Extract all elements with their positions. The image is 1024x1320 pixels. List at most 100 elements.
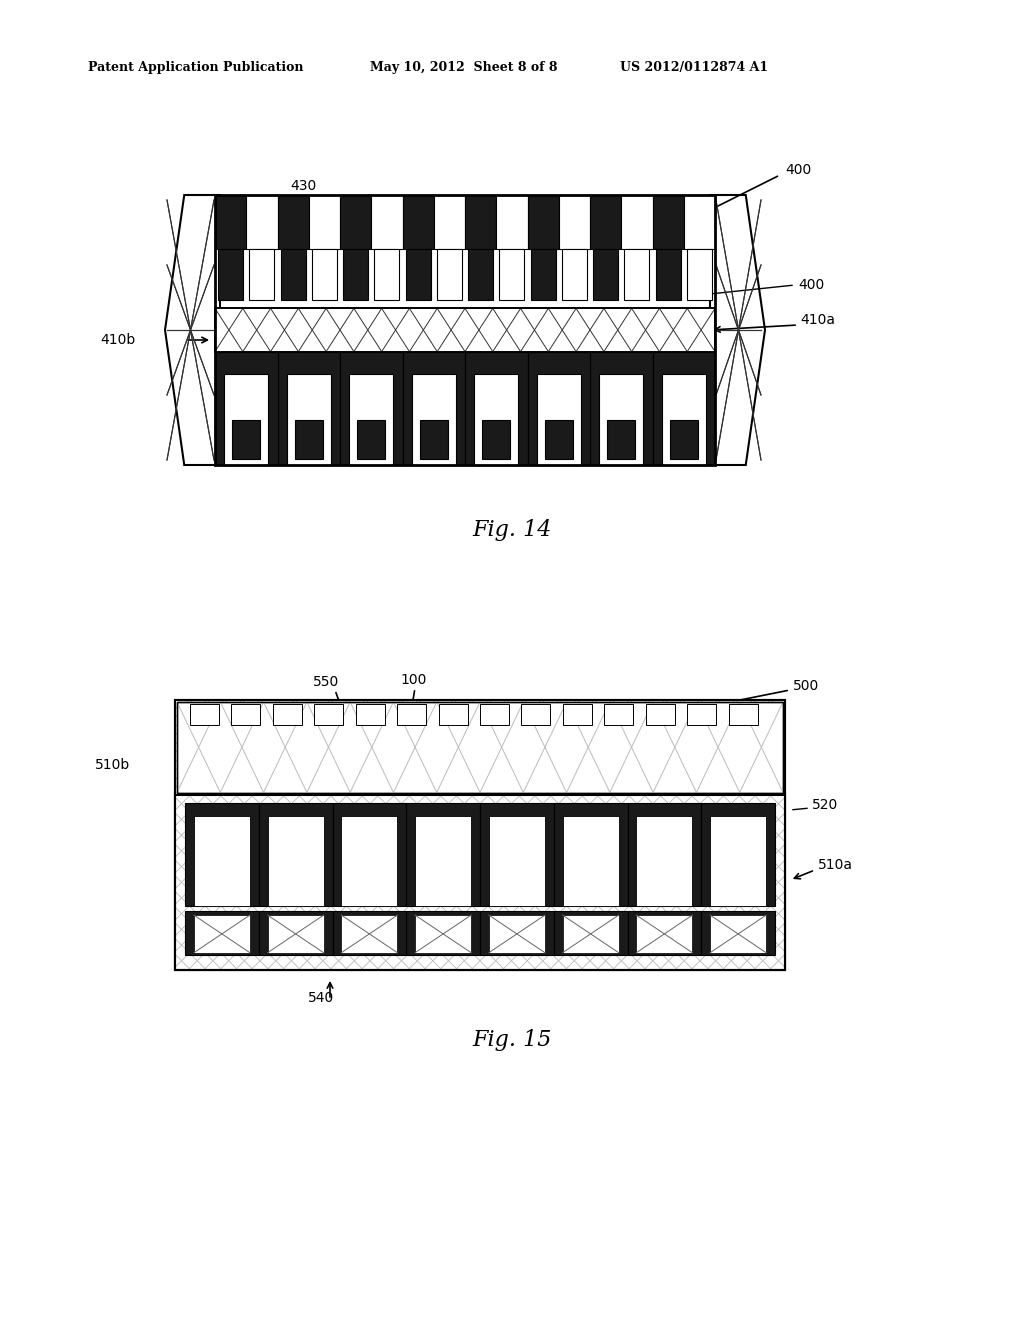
Bar [287, 375, 331, 465]
Bar [710, 915, 766, 953]
Bar [175, 795, 785, 970]
Text: May 10, 2012  Sheet 8 of 8: May 10, 2012 Sheet 8 of 8 [370, 62, 557, 74]
Bar [636, 816, 692, 906]
Bar [636, 915, 692, 953]
Bar [267, 915, 324, 953]
Text: 400: 400 [785, 162, 811, 177]
Bar [563, 704, 592, 725]
Text: Fig. 15: Fig. 15 [472, 1030, 552, 1051]
Bar [530, 249, 556, 301]
Bar [482, 420, 510, 459]
Bar [527, 195, 559, 249]
Bar [272, 704, 302, 725]
Bar [343, 249, 368, 301]
Bar [545, 420, 572, 459]
Bar [415, 816, 471, 906]
Bar [175, 700, 785, 795]
Text: 500: 500 [793, 678, 819, 693]
Bar [407, 804, 480, 906]
Text: 100: 100 [400, 673, 426, 686]
Text: 510a: 510a [818, 858, 853, 873]
Bar [218, 249, 243, 301]
Bar [412, 375, 456, 465]
Bar [194, 915, 250, 953]
Bar [185, 804, 259, 906]
Bar [232, 420, 260, 459]
Text: 510b: 510b [95, 758, 130, 772]
Bar [488, 816, 545, 906]
Bar [340, 195, 372, 249]
Text: Patent Application Publication: Patent Application Publication [88, 62, 303, 74]
Bar [468, 249, 494, 301]
Bar [497, 195, 527, 249]
Text: 410b: 410b [100, 333, 135, 347]
Bar [355, 704, 385, 725]
Bar [175, 795, 785, 970]
Text: 400: 400 [798, 279, 824, 292]
Bar [333, 911, 407, 954]
Bar [175, 700, 785, 970]
Bar [521, 704, 551, 725]
Bar [295, 420, 323, 459]
Bar [415, 915, 471, 953]
Bar [357, 420, 385, 459]
Bar [224, 375, 268, 465]
Bar [420, 420, 447, 459]
Bar [480, 911, 554, 954]
Bar [407, 911, 480, 954]
Bar [593, 249, 618, 301]
Bar [215, 309, 715, 351]
Bar [215, 351, 278, 465]
Text: 430: 430 [290, 180, 316, 193]
Bar [562, 249, 587, 301]
Bar [341, 816, 397, 906]
Text: US 2012/0112874 A1: US 2012/0112874 A1 [620, 62, 768, 74]
Bar [687, 704, 716, 725]
Bar [175, 700, 785, 970]
Bar [562, 915, 618, 953]
Bar [375, 249, 399, 301]
Bar [590, 195, 622, 249]
Bar [701, 804, 775, 906]
Bar [710, 816, 766, 906]
Bar [687, 249, 712, 301]
Bar [437, 249, 462, 301]
Bar [267, 816, 324, 906]
Bar [402, 351, 465, 465]
Bar [246, 195, 278, 249]
Bar [728, 704, 758, 725]
Bar [670, 420, 697, 459]
Bar [309, 195, 340, 249]
Bar [652, 195, 684, 249]
Bar [312, 249, 337, 301]
Bar [215, 309, 715, 351]
Bar [607, 420, 635, 459]
Text: 520: 520 [812, 799, 839, 812]
Bar [465, 351, 527, 465]
Bar [406, 249, 431, 301]
Bar [177, 702, 783, 792]
Text: Fig. 14: Fig. 14 [472, 519, 552, 541]
Bar [434, 195, 465, 249]
Bar [372, 195, 402, 249]
Bar [397, 704, 426, 725]
Bar [177, 702, 783, 792]
Bar [278, 351, 340, 465]
Bar [604, 704, 633, 725]
Bar [590, 351, 652, 465]
Polygon shape [710, 195, 765, 465]
Text: 540: 540 [308, 991, 334, 1005]
Bar [190, 704, 219, 725]
Bar [194, 816, 250, 906]
Bar [628, 911, 701, 954]
Bar [474, 375, 518, 465]
Bar [500, 249, 524, 301]
Bar [480, 704, 509, 725]
Bar [231, 704, 260, 725]
Bar [537, 375, 581, 465]
Bar [340, 351, 402, 465]
Bar [465, 195, 497, 249]
Bar [402, 195, 434, 249]
Polygon shape [165, 195, 220, 465]
Bar [259, 911, 333, 954]
